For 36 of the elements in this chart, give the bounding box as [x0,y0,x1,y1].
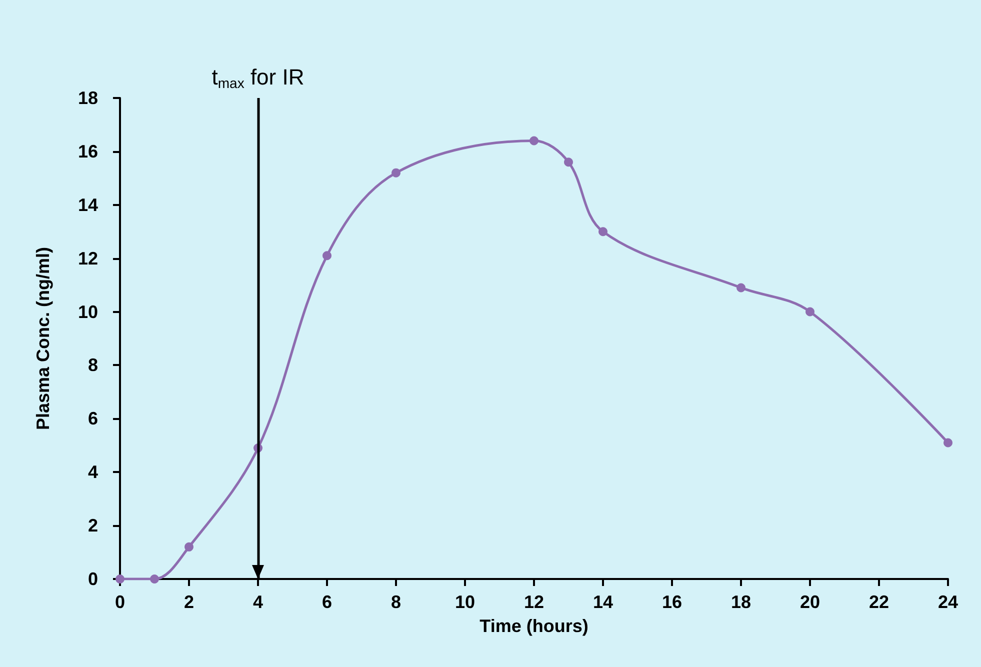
point [322,251,332,260]
x-tick-label: 8 [390,592,402,612]
point [564,158,573,167]
x-tick-label: 22 [868,592,890,612]
y-tick-label: 14 [78,194,98,215]
point [184,542,194,552]
x-tick-label: 2 [184,592,194,612]
y-tick-label: 6 [88,408,98,429]
y-axis-title: Plasma Conc. (ng/ml) [33,246,53,430]
x-tick-label: 20 [800,592,820,612]
y-tick-label: 16 [78,141,98,162]
y-tick-label: 8 [88,355,98,376]
point [116,574,124,584]
x-tick-label: 12 [524,592,544,612]
y-tick-label: 0 [88,569,98,589]
point [598,227,608,236]
x-tick-label: 4 [252,592,264,612]
x-tick-label: 10 [454,592,476,612]
x-tick-label: 14 [592,592,614,612]
y-tick-label: 12 [78,248,98,268]
x-axis-title: Time (hours) [480,616,588,636]
x-tick-label: 24 [938,592,958,612]
y-tick-label: 4 [88,462,98,482]
x-tick-label: 16 [662,592,682,612]
point [736,283,746,292]
x-tick-label: 6 [322,592,332,612]
x-tick-label: 18 [730,592,752,612]
point [530,136,538,146]
y-tick-label: 10 [78,302,98,322]
point [392,168,400,178]
point [806,307,814,316]
point [150,574,159,584]
point [944,438,952,448]
x-tick-label: 0 [114,592,126,612]
y-tick-label: 2 [88,516,98,536]
y-tick-label: 18 [78,88,98,108]
